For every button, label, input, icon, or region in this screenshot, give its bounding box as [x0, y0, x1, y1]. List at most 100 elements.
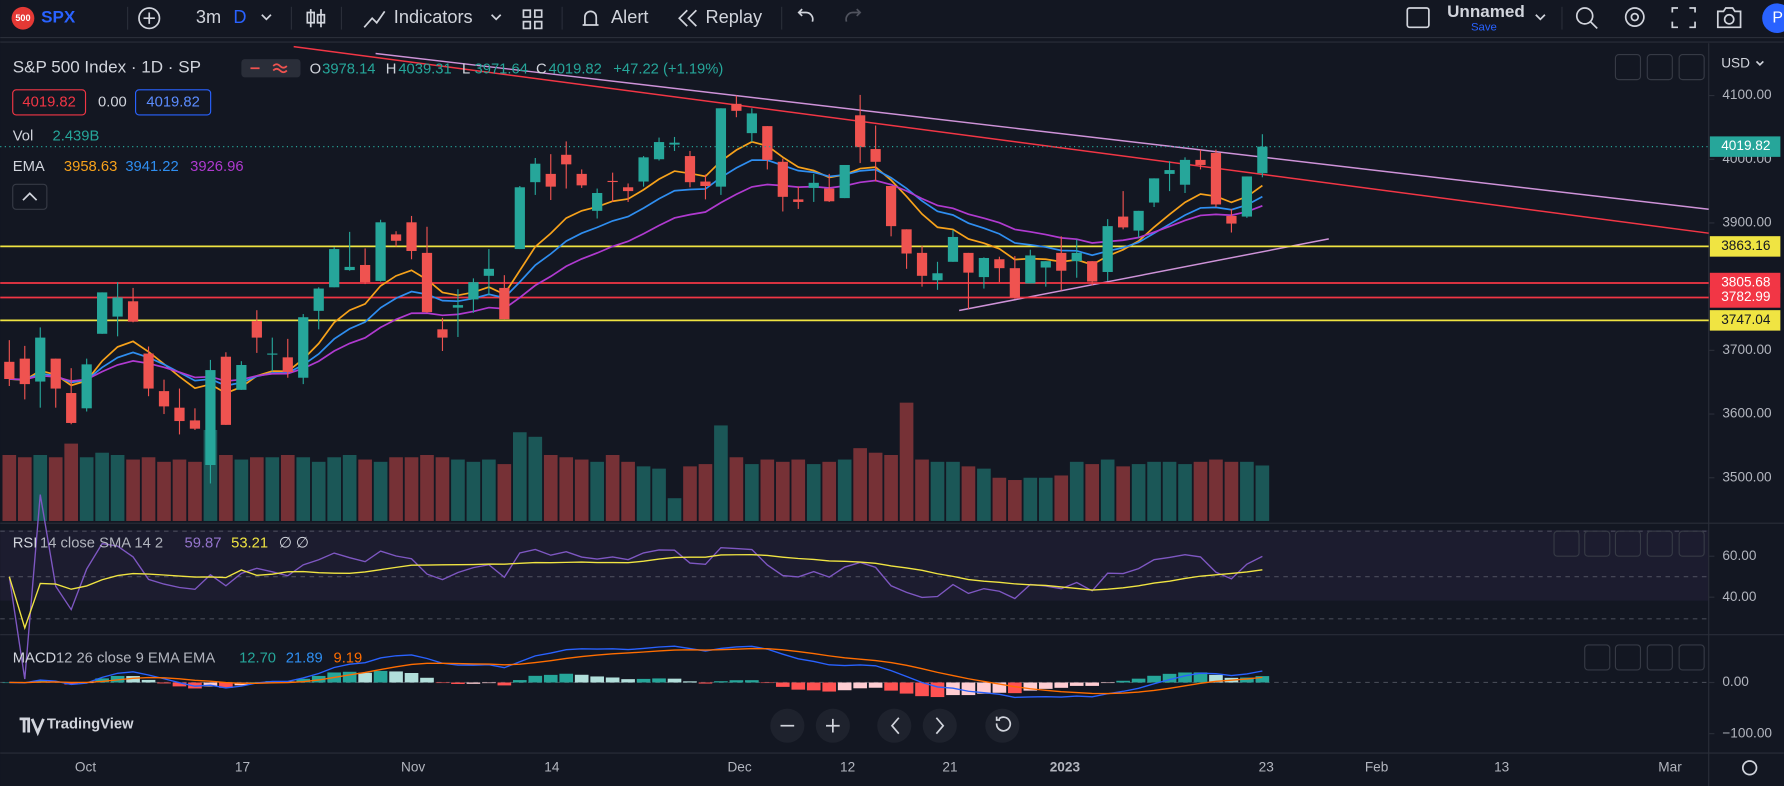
macd-histogram-bar — [1038, 682, 1053, 689]
macd-label: MACD — [13, 651, 56, 667]
indicators-icon[interactable] — [363, 10, 386, 28]
x-tick-label: 21 — [942, 759, 957, 774]
ema-label: EMA — [13, 159, 45, 175]
candle-body — [793, 199, 804, 202]
y-tick-label: 4100.00 — [1722, 87, 1772, 102]
pane-button[interactable] — [1614, 644, 1642, 671]
redo-button[interactable] — [845, 8, 862, 22]
snapshot-button[interactable] — [1716, 7, 1742, 29]
alert-button[interactable]: Alert — [611, 7, 648, 27]
last-price-label: 4019.82 — [1721, 138, 1770, 153]
compare-icon — [143, 12, 155, 24]
macd-histogram-bar — [667, 678, 682, 683]
indicators-chevron[interactable] — [491, 14, 502, 21]
candle-body — [66, 393, 77, 423]
y-tick-label: 3900.00 — [1722, 215, 1772, 230]
rsi-band — [0, 530, 1709, 601]
macd-histogram-bar — [992, 682, 1007, 693]
scroll-left-button[interactable] — [877, 708, 912, 743]
pane-button[interactable] — [1646, 54, 1673, 81]
pane-button[interactable] — [1614, 54, 1642, 81]
range[interactable]: 3m — [196, 7, 221, 27]
interval[interactable]: D — [233, 7, 246, 27]
macd-histogram-bar — [775, 682, 790, 687]
fullscreen-button[interactable] — [1671, 7, 1696, 29]
collapse-legend-button[interactable] — [12, 183, 48, 210]
ohlc-label: H — [386, 61, 397, 77]
undo-button[interactable] — [797, 8, 814, 22]
pane-button[interactable] — [1678, 530, 1705, 557]
macd-histogram-bar — [172, 682, 187, 687]
trend-line[interactable] — [293, 45, 1709, 234]
volume-bar — [1162, 461, 1177, 521]
support-line[interactable] — [958, 238, 1329, 312]
avatar[interactable] — [1762, 3, 1784, 33]
macd-histogram-bar — [64, 682, 79, 685]
interval-chevron[interactable] — [261, 14, 272, 21]
macd-histogram-bar — [95, 678, 109, 683]
compare-button[interactable] — [138, 7, 161, 30]
candle-body — [4, 361, 15, 380]
volume-bar — [621, 461, 635, 521]
pane-button[interactable] — [1646, 644, 1673, 671]
currency-chevron[interactable] — [1755, 60, 1764, 67]
alert-icon[interactable] — [582, 10, 599, 28]
candle-body — [499, 287, 510, 320]
pane-button[interactable] — [1678, 644, 1705, 671]
templates-button[interactable] — [522, 9, 543, 30]
scroll-right-button[interactable] — [922, 708, 957, 743]
volume-bar — [512, 432, 527, 521]
macd-histogram-bar — [1069, 682, 1084, 686]
candle-body — [375, 222, 386, 281]
reset-icon — [995, 716, 1012, 732]
axis-settings[interactable] — [1741, 760, 1758, 776]
pane-button[interactable] — [1614, 530, 1642, 557]
macd-value: 12.70 — [239, 651, 276, 667]
pane-button[interactable] — [1584, 530, 1611, 557]
volume-bar — [79, 457, 94, 521]
volume-bar — [806, 464, 821, 521]
volume-bar — [358, 459, 372, 521]
scroll-right-icon — [935, 717, 945, 735]
currency[interactable]: USD — [1721, 55, 1750, 70]
volume-bar — [899, 402, 914, 521]
pane-button[interactable] — [1584, 644, 1611, 671]
search-button[interactable] — [1575, 7, 1594, 25]
settings-button[interactable] — [1624, 7, 1645, 28]
volume-bar — [435, 457, 450, 521]
layout-chevron[interactable] — [1535, 14, 1546, 21]
pane-button[interactable] — [1553, 530, 1580, 557]
layout-icon[interactable] — [1406, 7, 1430, 29]
candle-body — [313, 288, 324, 311]
indicators-button[interactable]: Indicators — [394, 7, 473, 27]
volume-bar — [605, 454, 620, 521]
reset-button[interactable] — [985, 708, 1020, 743]
save-label[interactable]: Save — [1471, 21, 1497, 33]
macd-histogram-bar — [435, 682, 450, 684]
macd-histogram-bar — [961, 682, 976, 696]
macd-histogram-bar — [1162, 673, 1177, 683]
macd-histogram-bar — [822, 682, 837, 692]
pane-button[interactable] — [1678, 54, 1705, 81]
pane-button[interactable] — [1646, 530, 1673, 557]
candle-body — [700, 181, 711, 187]
trend-line[interactable] — [375, 52, 1709, 211]
chart-type-button[interactable] — [306, 9, 326, 28]
legend-toggle[interactable] — [241, 59, 301, 78]
candle-body — [607, 180, 618, 183]
symbol[interactable]: SPX — [41, 8, 76, 27]
candle-body — [963, 252, 974, 273]
replay-icon[interactable] — [678, 9, 697, 27]
candle-body — [174, 407, 185, 422]
macd-histogram-bar — [868, 682, 883, 688]
symbol-badge[interactable] — [11, 6, 35, 30]
settings-center — [1630, 12, 1640, 22]
volume-bar — [265, 457, 280, 521]
macd-histogram-bar — [512, 680, 527, 683]
layout-name[interactable]: Unnamed — [1447, 2, 1525, 21]
candle-body — [839, 164, 850, 199]
volume-bar — [946, 461, 960, 521]
candle-body — [421, 252, 433, 313]
replay-button[interactable]: Replay — [705, 7, 763, 27]
y-tick-label: 3500.00 — [1722, 469, 1772, 484]
